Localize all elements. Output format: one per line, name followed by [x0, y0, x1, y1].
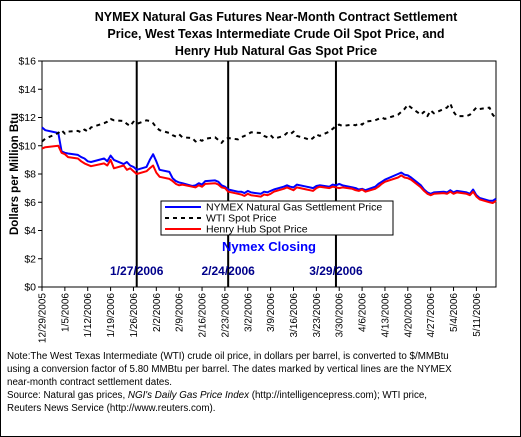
series-line-2	[41, 102, 497, 144]
x-tick-label: 4/6/2006	[358, 293, 369, 332]
title-line-2: Price, West Texas Intermediate Crude Oil…	[107, 27, 445, 41]
y-tick-label: $8	[24, 169, 36, 181]
x-tick-label: 1/5/2006	[60, 293, 71, 332]
series-line-3	[41, 144, 497, 204]
note-line-3: near-month contract settlement dates.	[7, 377, 172, 388]
series-line-1	[41, 126, 497, 202]
x-tick-label: 2/23/2006	[220, 293, 231, 338]
y-axis-label: Dollars per Million Btu	[9, 113, 21, 235]
y-tick-label: $2	[24, 253, 36, 265]
x-tick-label: 3/9/2006	[266, 293, 277, 332]
title-line-3: Henry Hub Natural Gas Spot Price	[174, 44, 378, 58]
x-tick-label: 2/9/2006	[175, 293, 186, 332]
source-line-1: Source: Natural gas prices, NGI's Daily …	[7, 389, 517, 402]
note-line-2: using a conversion factor of 5.80 MMBtu …	[7, 364, 452, 375]
footnote: Note:The West Texas Intermediate (WTI) c…	[7, 350, 517, 415]
y-tick-label: $14	[18, 84, 36, 96]
closing-date-label: 3/29/2006	[309, 264, 363, 278]
x-tick-label: 2/2/2006	[152, 293, 163, 332]
y-tick-label: $6	[24, 197, 36, 209]
closing-date-label: 2/24/2006	[201, 264, 255, 278]
source-suffix: (http://intelligencepress.com); WTI pric…	[249, 390, 428, 401]
x-tick-label: 1/26/2006	[129, 293, 140, 338]
x-tick-label: 1/19/2006	[106, 293, 117, 338]
x-tick-label: 3/30/2006	[335, 293, 346, 338]
y-tick-label: $10	[18, 140, 36, 152]
closing-date-label: 1/27/2006	[110, 264, 164, 278]
x-tick-label: 2/16/2006	[198, 293, 209, 338]
x-tick-label: 1/12/2006	[83, 293, 94, 338]
source-italic: NGI's Daily Gas Price Index	[127, 390, 249, 401]
x-tick-label: 5/4/2006	[449, 293, 460, 332]
source-line-2: Reuters News Service (http://www.reuters…	[7, 403, 216, 414]
source-prefix: Source: Natural gas prices,	[7, 390, 128, 401]
legend-label: Henry Hub Spot Price	[206, 224, 308, 236]
x-tick-label: 4/27/2006	[426, 293, 437, 338]
y-tick-label: $4	[24, 225, 36, 237]
x-tick-label: 3/16/2006	[289, 293, 300, 338]
x-tick-label: 4/20/2006	[403, 293, 414, 338]
y-tick-label: $12	[18, 112, 36, 124]
y-tick-label: $16	[18, 56, 36, 68]
y-tick-label: $0	[24, 282, 36, 294]
title-line-1: NYMEX Natural Gas Futures Near-Month Con…	[94, 10, 458, 24]
legend-label: NYMEX Natural Gas Settlement Price	[206, 202, 382, 214]
chart-title: NYMEX Natural Gas Futures Near-Month Con…	[41, 9, 511, 60]
legend-label: WTI Spot Price	[206, 213, 277, 225]
note-line-1: Note:The West Texas Intermediate (WTI) c…	[7, 351, 449, 362]
x-tick-label: 5/11/2006	[472, 293, 483, 337]
x-tick-label: 3/2/2006	[243, 293, 254, 332]
x-tick-label: 3/23/2006	[312, 293, 323, 338]
x-tick-label: 4/13/2006	[380, 293, 391, 338]
nymex-closing-annotation: Nymex Closing	[222, 239, 316, 254]
x-tick-label: 12/29/2005	[38, 293, 49, 343]
line-chart: $0 $2 $4 $6 $8 $10 $12 $14 $16 Dollars per Millio…	[9, 56, 497, 343]
